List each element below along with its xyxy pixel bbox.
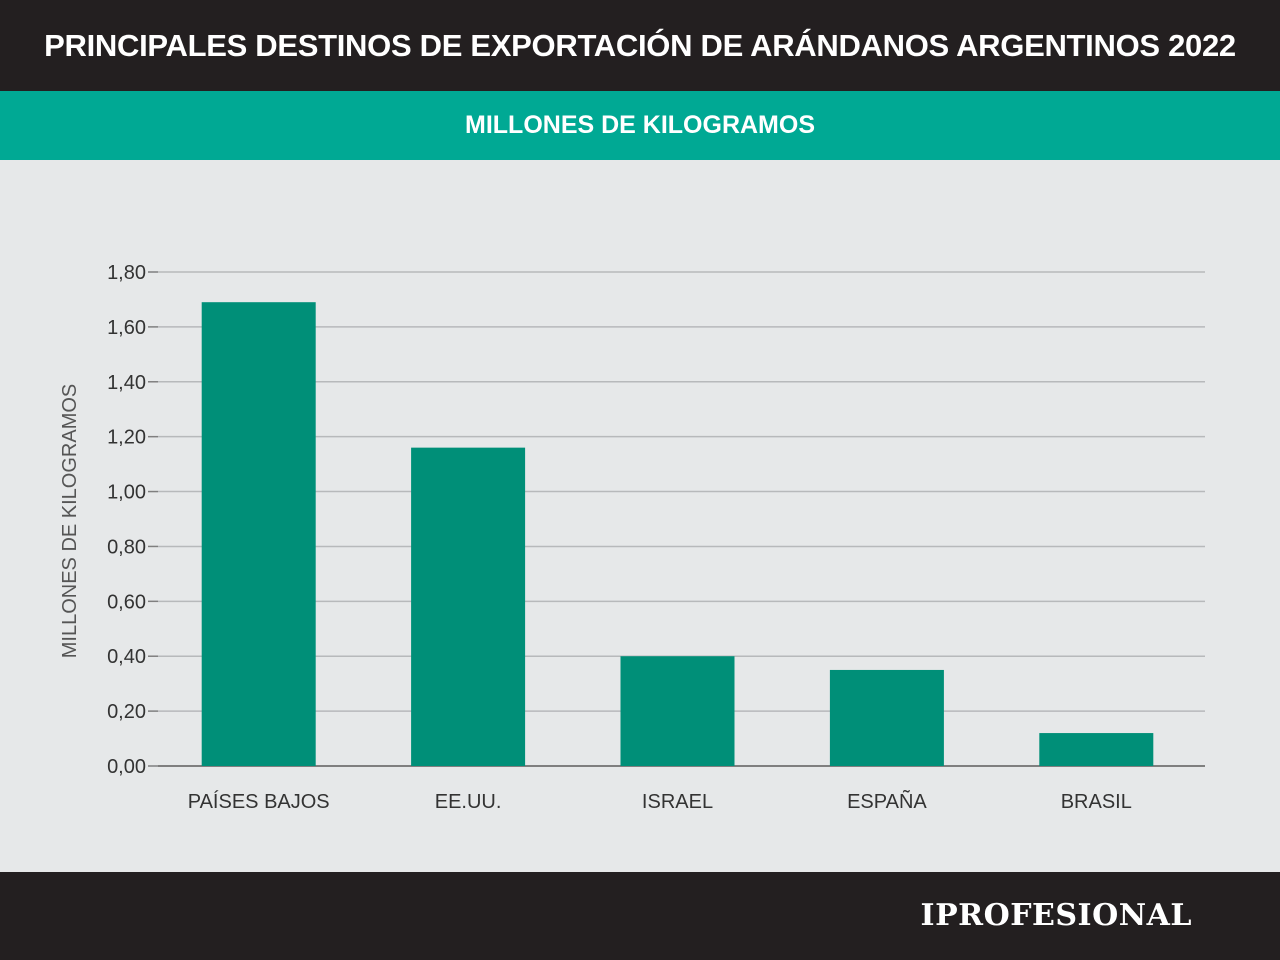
bar-chart: 0,00 0,20 0,40 0,60 0,80 1,00 1,20 1,40 1,60 1,80… xyxy=(59,262,1205,813)
bar xyxy=(829,669,944,766)
y-tick-label: 0,60 xyxy=(107,591,146,613)
y-tick-label: 0,00 xyxy=(107,756,146,778)
y-tick-label: 0,80 xyxy=(107,536,146,558)
bar xyxy=(620,656,735,766)
bar xyxy=(1039,733,1154,766)
category-label: ISRAEL xyxy=(642,791,713,813)
y-tick-label: 1,60 xyxy=(107,317,146,339)
y-tick-label: 1,80 xyxy=(107,262,146,284)
chart-title: PRINCIPALES DESTINOS DE EXPORTACIÓN DE A… xyxy=(0,0,1280,91)
y-tick-label: 1,20 xyxy=(107,427,146,449)
category-label: ESPAÑA xyxy=(847,789,927,813)
chart-area: 0,00 0,20 0,40 0,60 0,80 1,00 1,20 1,40 1,60 1,80… xyxy=(0,160,1280,872)
y-tick-label: 1,00 xyxy=(107,482,146,504)
y-tick-label: 0,40 xyxy=(107,646,146,668)
y-tick-label: 0,20 xyxy=(107,701,146,723)
category-label: PAÍSES BAJOS xyxy=(188,790,330,813)
category-label: EE.UU. xyxy=(435,791,502,813)
y-tick-label: 1,40 xyxy=(107,372,146,394)
bar xyxy=(201,302,316,766)
brand-logo: IPROFESIONAL xyxy=(920,898,1192,933)
bar xyxy=(411,447,526,766)
chart-subtitle: MILLONES DE KILOGRAMOS xyxy=(0,91,1280,160)
category-label: BRASIL xyxy=(1061,791,1132,813)
y-axis-title: MILLONES DE KILOGRAMOS xyxy=(59,384,81,659)
footer: IPROFESIONAL xyxy=(0,872,1280,960)
